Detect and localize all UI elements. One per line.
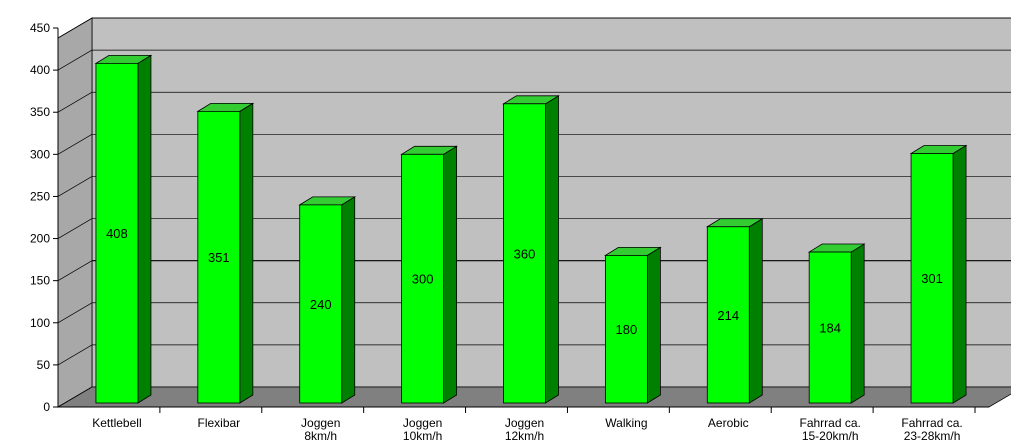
bar-side bbox=[545, 95, 559, 404]
x-category-label-line: Aerobic bbox=[708, 416, 749, 430]
bar-side bbox=[748, 218, 763, 404]
side-wall bbox=[57, 17, 93, 408]
bar bbox=[808, 251, 852, 404]
x-category-label: Aerobic bbox=[708, 416, 749, 430]
x-category-label-line: 15-20km/h bbox=[802, 429, 859, 443]
bar bbox=[401, 153, 445, 404]
x-category-label-line: Walking bbox=[605, 416, 647, 430]
data-label: 184 bbox=[819, 321, 841, 336]
x-category-label: Joggen 10km/h bbox=[403, 416, 442, 443]
gridline bbox=[57, 176, 93, 197]
x-category-label-line: Joggen bbox=[301, 416, 340, 430]
bar-side bbox=[850, 243, 865, 404]
bar bbox=[95, 62, 139, 404]
bar bbox=[706, 226, 750, 404]
data-label: 351 bbox=[208, 250, 230, 265]
x-category-label-line: Fahrrad ca. bbox=[799, 416, 860, 430]
x-category-label: Joggen 8km/h bbox=[301, 416, 340, 443]
data-label: 300 bbox=[412, 272, 434, 287]
y-tick-label: 0 bbox=[43, 400, 50, 414]
bar-side bbox=[137, 54, 152, 404]
x-category-label-line: 12km/h bbox=[505, 429, 544, 443]
bar-side bbox=[952, 144, 967, 404]
data-label: 360 bbox=[514, 246, 536, 261]
bar-side bbox=[646, 246, 661, 404]
gridline bbox=[57, 260, 93, 281]
y-tick-label: 250 bbox=[30, 189, 50, 203]
y-tick-label: 100 bbox=[30, 316, 50, 330]
x-category-label: Kettlebell bbox=[92, 416, 141, 430]
data-label: 408 bbox=[106, 226, 128, 241]
x-category-label-line: Flexibar bbox=[197, 416, 240, 430]
x-category-label: Fahrrad ca. 15-20km/h bbox=[799, 416, 860, 443]
x-category-label: Flexibar bbox=[197, 416, 240, 430]
x-category-label-line: 8km/h bbox=[304, 429, 337, 443]
gridline bbox=[57, 134, 93, 155]
x-category-label-line: Joggen bbox=[403, 416, 442, 430]
gridline bbox=[57, 91, 93, 113]
gridline bbox=[57, 218, 93, 239]
y-axis-tick-labels: 0 50 100 150 200 250 300 350 400 450 bbox=[30, 21, 50, 414]
x-category-label: Fahrrad ca. 23-28km/h bbox=[901, 416, 962, 443]
data-label: 301 bbox=[921, 271, 943, 286]
x-category-label: Walking bbox=[605, 416, 647, 430]
bar-side bbox=[443, 145, 458, 404]
x-category-label-line: 10km/h bbox=[403, 429, 442, 443]
gridline bbox=[57, 17, 93, 39]
gridline bbox=[57, 49, 93, 71]
x-category-label: Joggen 12km/h bbox=[505, 416, 544, 443]
y-tick-label: 50 bbox=[37, 358, 51, 372]
y-tick-label: 350 bbox=[30, 105, 50, 119]
y-tick-label: 200 bbox=[30, 232, 50, 246]
bar bbox=[604, 254, 648, 404]
bar bbox=[197, 110, 241, 404]
x-category-label-line: Kettlebell bbox=[92, 416, 141, 430]
x-category-label-line: Fahrrad ca. bbox=[901, 416, 962, 430]
x-category-label-line: Joggen bbox=[505, 416, 544, 430]
data-label: 240 bbox=[310, 297, 332, 312]
bar bbox=[910, 153, 954, 404]
bar bbox=[503, 103, 546, 404]
bar bbox=[299, 204, 343, 404]
data-label: 180 bbox=[616, 322, 638, 337]
bars: 408 351 240 300 360 180 214 184 301 bbox=[94, 54, 968, 404]
axes bbox=[53, 27, 989, 413]
bar-side bbox=[341, 196, 356, 404]
data-label: 214 bbox=[717, 308, 739, 323]
y-tick-label: 450 bbox=[30, 21, 50, 35]
x-category-label-line: 23-28km/h bbox=[904, 429, 961, 443]
y-tick-label: 150 bbox=[30, 274, 50, 288]
gridline bbox=[57, 302, 93, 324]
y-tick-label: 300 bbox=[30, 147, 50, 161]
bar-side bbox=[239, 102, 254, 404]
gridline bbox=[57, 344, 93, 366]
y-tick-label: 400 bbox=[30, 63, 50, 77]
